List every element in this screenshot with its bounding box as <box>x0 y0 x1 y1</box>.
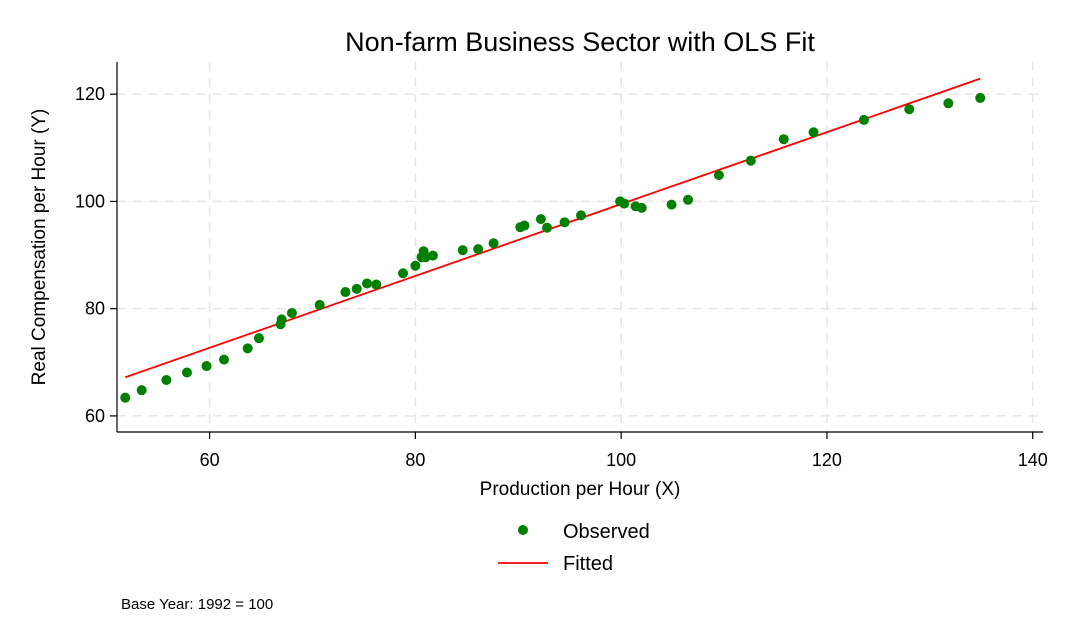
legend-item-fitted: Fitted <box>498 553 613 575</box>
y-tick-label: 100 <box>75 191 105 211</box>
data-point <box>488 238 499 249</box>
data-point <box>943 98 954 109</box>
data-point <box>410 260 421 271</box>
axes <box>116 62 1043 433</box>
data-point <box>362 278 373 289</box>
data-point <box>535 214 546 225</box>
data-point <box>683 194 694 205</box>
data-point <box>219 354 230 365</box>
base-year-note: Base Year: 1992 = 100 <box>121 596 273 613</box>
x-tick-label: 140 <box>1018 450 1048 470</box>
data-point <box>351 283 362 294</box>
data-point <box>340 287 351 298</box>
fitted-series <box>124 77 981 379</box>
data-point <box>371 279 382 290</box>
data-point <box>201 361 212 372</box>
legend-marker-observed <box>518 525 528 535</box>
data-point <box>713 170 724 181</box>
data-point <box>636 202 647 213</box>
data-point <box>975 92 986 103</box>
data-point <box>858 114 869 125</box>
data-point <box>253 333 264 344</box>
data-point <box>161 374 172 385</box>
data-point <box>457 245 468 256</box>
data-point <box>745 155 756 166</box>
y-ticks: 60 80 100 120 <box>75 84 117 426</box>
legend-label-fitted: Fitted <box>563 553 613 575</box>
data-point <box>427 250 438 261</box>
x-axis-label: Production per Hour (X) <box>480 479 681 500</box>
legend: Observed Fitted <box>498 521 650 575</box>
data-point <box>542 222 553 233</box>
legend-label-observed: Observed <box>563 521 650 543</box>
y-tick-label: 120 <box>75 84 105 104</box>
data-point <box>314 299 325 310</box>
observed-series <box>120 92 986 403</box>
y-tick-label: 80 <box>85 299 105 319</box>
x-tick-label: 120 <box>812 450 842 470</box>
data-point <box>778 134 789 145</box>
fitted-line <box>124 77 981 379</box>
data-point <box>276 314 287 325</box>
data-point <box>808 127 819 138</box>
data-point <box>120 392 131 403</box>
x-tick-label: 60 <box>200 450 220 470</box>
data-point <box>559 217 570 228</box>
x-ticks: 60 80 100 120 140 <box>200 432 1048 470</box>
data-point <box>519 220 530 231</box>
data-point <box>136 385 147 396</box>
data-point <box>666 199 677 210</box>
y-axis-label: Real Compensation per Hour (Y) <box>29 109 50 386</box>
chart-title: Non-farm Business Sector with OLS Fit <box>345 27 815 57</box>
data-point <box>181 367 192 378</box>
data-point <box>286 307 297 318</box>
data-point <box>576 210 587 221</box>
data-point <box>619 198 630 209</box>
data-point <box>473 244 484 255</box>
grid-lines <box>117 62 1043 432</box>
x-tick-label: 100 <box>606 450 636 470</box>
y-tick-label: 60 <box>85 406 105 426</box>
data-point <box>398 268 409 279</box>
data-point <box>904 104 915 115</box>
x-tick-label: 80 <box>405 450 425 470</box>
legend-item-observed: Observed <box>518 521 650 543</box>
data-point <box>242 343 253 354</box>
